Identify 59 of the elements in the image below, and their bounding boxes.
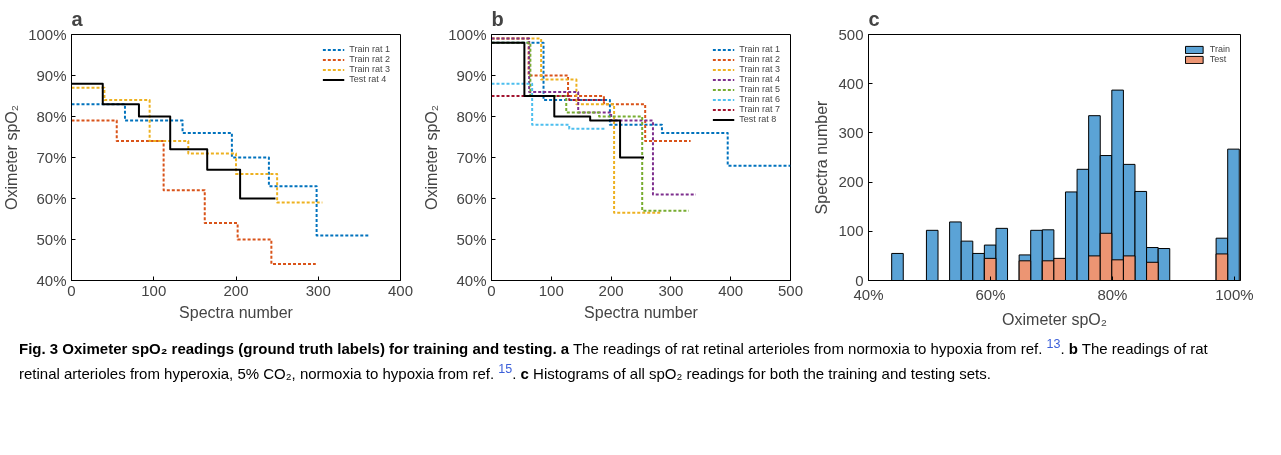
chart-title: c xyxy=(868,7,880,30)
chart-title: a xyxy=(71,7,84,30)
x-tick-label: 400 xyxy=(718,281,744,299)
legend-label: Train rat 5 xyxy=(739,84,780,94)
legend-label: Test rat 8 xyxy=(739,114,777,124)
y-tick-label: 80% xyxy=(36,108,67,125)
chart-title: c xyxy=(520,364,529,382)
y-axis-title: Spectra number xyxy=(813,99,831,215)
y-axis-title: Oximeter spO₂ xyxy=(3,105,21,210)
x-tick-label: 100 xyxy=(538,281,564,299)
chart-title: b xyxy=(1068,340,1078,357)
y-tick-label: 300 xyxy=(838,123,864,141)
x-tick-label: 300 xyxy=(658,281,684,299)
legend-label: Train rat 2 xyxy=(349,54,390,64)
y-tick-label: 60% xyxy=(456,190,487,207)
legend-label: Train rat 1 xyxy=(349,44,390,54)
chart-title: a xyxy=(560,340,570,357)
y-tick-label: 400 xyxy=(838,74,864,92)
legend-label: Train rat 3 xyxy=(739,64,780,74)
legend-label: Test rat 4 xyxy=(349,74,387,84)
y-tick-label: 100% xyxy=(28,26,67,43)
y-tick-label: 200 xyxy=(838,173,864,191)
y-tick-label: 500 xyxy=(838,25,864,43)
x-tick-label: 400 xyxy=(387,281,414,299)
legend-label: Train rat 2 xyxy=(739,54,780,64)
x-tick-label: 200 xyxy=(223,281,249,299)
legend-label: Train rat 7 xyxy=(739,104,780,114)
legend-label: Train rat 1 xyxy=(739,44,780,54)
x-tick-label: 100% xyxy=(1215,285,1254,303)
y-tick-label: 80% xyxy=(456,108,487,125)
y-tick-label: 90% xyxy=(36,67,67,84)
legend-label: Train xyxy=(1209,44,1230,54)
legend-label: Train rat 6 xyxy=(739,94,780,104)
y-tick-label: 90% xyxy=(456,67,487,84)
x-axis-title: Oximeter spO₂ xyxy=(1002,310,1107,328)
x-tick-label: 500 xyxy=(777,281,804,299)
y-tick-label: 70% xyxy=(456,149,487,166)
y-tick-label: 100 xyxy=(838,222,864,240)
x-tick-label: 100 xyxy=(141,281,167,299)
y-tick-label: 50% xyxy=(456,231,487,248)
x-tick-label: 80% xyxy=(1097,285,1128,303)
x-axis-title: Spectra number xyxy=(584,303,699,321)
chart-title: b xyxy=(491,7,504,30)
y-tick-label: 70% xyxy=(36,149,67,166)
x-tick-label: 200 xyxy=(598,281,624,299)
x-axis-title: Spectra number xyxy=(179,303,294,321)
text: Histograms of all spO₂ readings for both the training and testing sets. xyxy=(533,364,991,382)
y-tick-label: 60% xyxy=(36,190,67,207)
x-tick-label: 300 xyxy=(305,281,331,299)
y-axis-title: Oximeter spO₂ xyxy=(423,105,441,210)
x-tick-label: 40% xyxy=(853,285,884,303)
y-tick-label: 50% xyxy=(36,231,67,248)
caption: Fig. 3 Oximeter spO₂ readings (ground truth labels) for training and testing. xyxy=(19,340,557,357)
x-tick-label: 60% xyxy=(975,285,1006,303)
legend-label: Train rat 4 xyxy=(739,74,780,84)
text: The readings of rat retinal arterioles from normoxia to hypoxia from ref. $^{13}$. xyxy=(572,337,1065,357)
legend-label: Train rat 3 xyxy=(349,64,390,74)
y-tick-label: 100% xyxy=(448,26,487,43)
legend-label: Test xyxy=(1209,54,1228,64)
